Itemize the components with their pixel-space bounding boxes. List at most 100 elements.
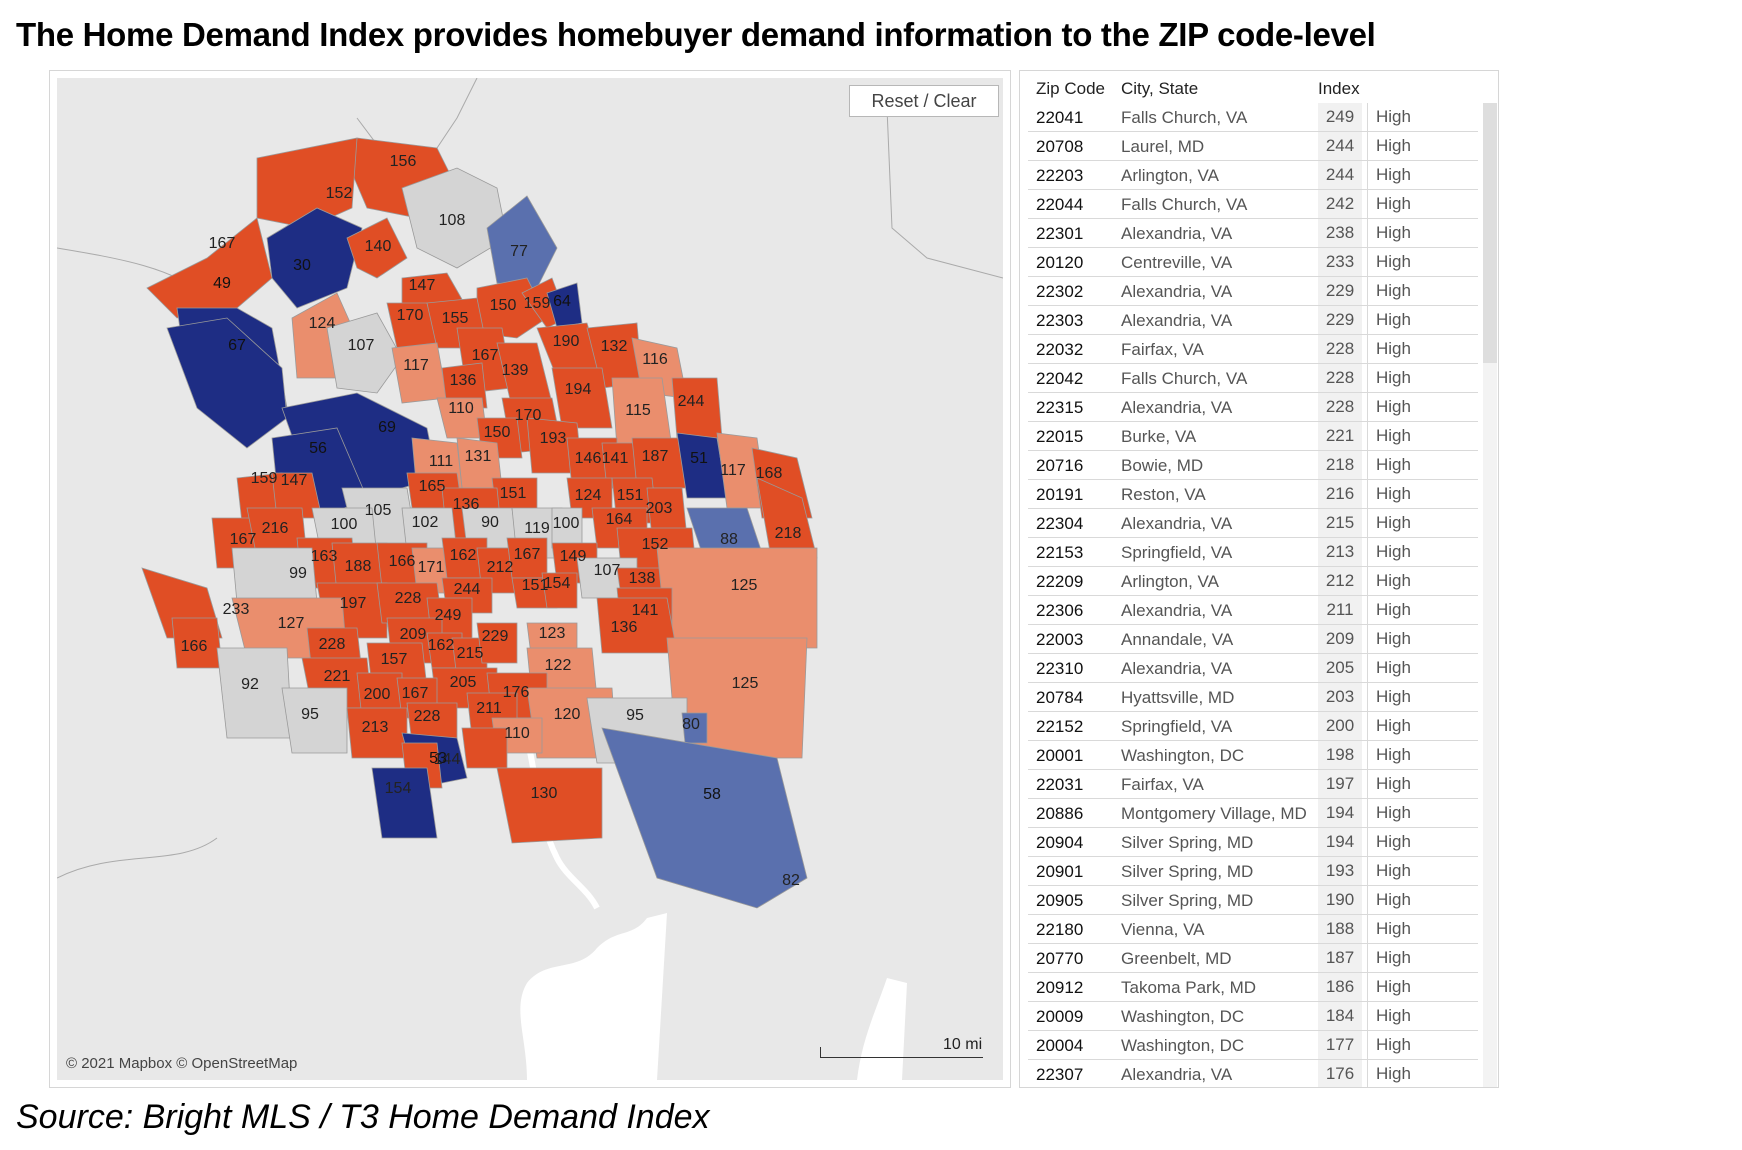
index-cell: 198 bbox=[1318, 741, 1362, 769]
zip-regions[interactable] bbox=[141, 137, 818, 909]
zip-region[interactable] bbox=[496, 767, 603, 844]
table-row[interactable]: 20191 Reston, VA 216 High bbox=[1028, 480, 1478, 509]
table-row[interactable]: 22209 Arlington, VA 212 High bbox=[1028, 567, 1478, 596]
table-row[interactable]: 20708 Laurel, MD 244 High bbox=[1028, 132, 1478, 161]
index-cell: 244 bbox=[1318, 132, 1362, 160]
zip-region[interactable] bbox=[541, 572, 578, 609]
table-row[interactable]: 20001 Washington, DC 198 High bbox=[1028, 741, 1478, 770]
zip-region[interactable] bbox=[476, 622, 518, 664]
table-row[interactable]: 22307 Alexandria, VA 176 High bbox=[1028, 1060, 1478, 1087]
table-row[interactable]: 20120 Centreville, VA 233 High bbox=[1028, 248, 1478, 277]
table-row[interactable]: 22301 Alexandria, VA 238 High bbox=[1028, 219, 1478, 248]
table-row[interactable]: 22031 Fairfax, VA 197 High bbox=[1028, 770, 1478, 799]
map-attribution[interactable]: © 2021 Mapbox © OpenStreetMap bbox=[66, 1055, 298, 1072]
table-row[interactable]: 20912 Takoma Park, MD 186 High bbox=[1028, 973, 1478, 1002]
zip-index-label: 187 bbox=[642, 448, 669, 465]
zip-region[interactable] bbox=[551, 367, 613, 429]
reset-clear-button[interactable]: Reset / Clear bbox=[849, 85, 999, 117]
zip-region[interactable] bbox=[326, 312, 403, 394]
table-row[interactable]: 20784 Hyattsville, MD 203 High bbox=[1028, 683, 1478, 712]
table-row[interactable]: 20905 Silver Spring, MD 190 High bbox=[1028, 886, 1478, 915]
zip-cell: 20191 bbox=[1036, 485, 1084, 504]
zip-index-label: 193 bbox=[540, 430, 567, 447]
index-cell: 211 bbox=[1318, 596, 1362, 624]
zip-region[interactable] bbox=[681, 712, 708, 744]
table-row[interactable]: 22302 Alexandria, VA 229 High bbox=[1028, 277, 1478, 306]
category-cell: High bbox=[1367, 915, 1411, 943]
county-line bbox=[886, 107, 1003, 279]
choropleth-map[interactable]: 156 152 108 77 167 30 140 49 147 150 159 64 170 155 12… bbox=[49, 70, 1011, 1088]
table-row[interactable]: 22303 Alexandria, VA 229 High bbox=[1028, 306, 1478, 335]
zip-region[interactable] bbox=[546, 282, 583, 329]
zip-index-label: 233 bbox=[223, 601, 250, 618]
table-row[interactable]: 22003 Annandale, VA 209 High bbox=[1028, 625, 1478, 654]
city-cell: Springfield, VA bbox=[1121, 543, 1233, 562]
index-cell: 228 bbox=[1318, 364, 1362, 392]
table-row[interactable]: 22203 Arlington, VA 244 High bbox=[1028, 161, 1478, 190]
table-row[interactable]: 22044 Falls Church, VA 242 High bbox=[1028, 190, 1478, 219]
table-row[interactable]: 22041 Falls Church, VA 249 High bbox=[1028, 103, 1478, 132]
zip-index-label: 162 bbox=[428, 637, 455, 654]
table-row[interactable]: 22032 Fairfax, VA 228 High bbox=[1028, 335, 1478, 364]
zip-index-label: 228 bbox=[414, 708, 441, 725]
zip-region[interactable] bbox=[486, 195, 558, 289]
index-cell: 216 bbox=[1318, 480, 1362, 508]
table-row[interactable]: 22152 Springfield, VA 200 High bbox=[1028, 712, 1478, 741]
table-row[interactable]: 20901 Silver Spring, MD 193 High bbox=[1028, 857, 1478, 886]
table-row[interactable]: 20009 Washington, DC 184 High bbox=[1028, 1002, 1478, 1031]
zip-cell: 20784 bbox=[1036, 688, 1084, 707]
table-row[interactable]: 20886 Montgomery Village, MD 194 High bbox=[1028, 799, 1478, 828]
zip-table[interactable]: Zip Code City, State Index 22041 Falls Ch… bbox=[1019, 70, 1499, 1088]
header-zip-code[interactable]: Zip Code bbox=[1036, 79, 1105, 98]
city-cell: Alexandria, VA bbox=[1121, 224, 1233, 243]
zip-region[interactable] bbox=[346, 217, 408, 279]
zip-index-label: 151 bbox=[617, 487, 644, 504]
city-cell: Washington, DC bbox=[1121, 1007, 1245, 1026]
index-cell: 229 bbox=[1318, 277, 1362, 305]
table-row[interactable]: 20716 Bowie, MD 218 High bbox=[1028, 451, 1478, 480]
table-row[interactable]: 22315 Alexandria, VA 228 High bbox=[1028, 393, 1478, 422]
zip-cell: 22003 bbox=[1036, 630, 1084, 649]
zip-index-label: 131 bbox=[465, 448, 492, 465]
zip-index-label: 30 bbox=[293, 257, 311, 274]
zip-cell: 20770 bbox=[1036, 949, 1084, 968]
zip-index-label: 167 bbox=[472, 347, 499, 364]
zip-index-label: 164 bbox=[606, 511, 633, 528]
zip-region[interactable] bbox=[371, 767, 438, 839]
zip-region[interactable] bbox=[281, 687, 348, 754]
table-row[interactable]: 22042 Falls Church, VA 228 High bbox=[1028, 364, 1478, 393]
header-index[interactable]: Index bbox=[1318, 79, 1360, 98]
zip-region[interactable] bbox=[601, 727, 808, 909]
category-cell: High bbox=[1367, 132, 1411, 160]
zip-index-label: 56 bbox=[309, 440, 327, 457]
table-row[interactable]: 22015 Burke, VA 221 High bbox=[1028, 422, 1478, 451]
table-row[interactable]: 22153 Springfield, VA 213 High bbox=[1028, 538, 1478, 567]
table-row[interactable]: 20004 Washington, DC 177 High bbox=[1028, 1031, 1478, 1060]
table-row[interactable]: 20904 Silver Spring, MD 194 High bbox=[1028, 828, 1478, 857]
zip-region[interactable] bbox=[461, 727, 508, 769]
zip-region[interactable] bbox=[216, 647, 293, 739]
city-cell: Fairfax, VA bbox=[1121, 340, 1204, 359]
table-row[interactable]: 22306 Alexandria, VA 211 High bbox=[1028, 596, 1478, 625]
table-row[interactable]: 22304 Alexandria, VA 215 High bbox=[1028, 509, 1478, 538]
zip-region[interactable] bbox=[441, 362, 488, 409]
county-line bbox=[57, 837, 218, 879]
zip-index-label: 110 bbox=[448, 400, 474, 417]
zip-cell: 22303 bbox=[1036, 311, 1084, 330]
zip-index-label: 107 bbox=[348, 337, 375, 354]
index-cell: 177 bbox=[1318, 1031, 1362, 1059]
table-row[interactable]: 20770 Greenbelt, MD 187 High bbox=[1028, 944, 1478, 973]
table-row[interactable]: 22180 Vienna, VA 188 High bbox=[1028, 915, 1478, 944]
table-row[interactable]: 22310 Alexandria, VA 205 High bbox=[1028, 654, 1478, 683]
zip-index-label: 190 bbox=[553, 333, 580, 350]
scrollbar-thumb[interactable] bbox=[1483, 103, 1497, 363]
zip-index-label: 95 bbox=[626, 707, 644, 724]
header-city-state[interactable]: City, State bbox=[1121, 79, 1199, 98]
zip-region[interactable] bbox=[656, 547, 818, 649]
category-cell: High bbox=[1367, 161, 1411, 189]
zip-region[interactable] bbox=[266, 207, 363, 309]
city-cell: Takoma Park, MD bbox=[1121, 978, 1257, 997]
zip-index-label: 244 bbox=[678, 393, 705, 410]
zip-cell: 22203 bbox=[1036, 166, 1084, 185]
